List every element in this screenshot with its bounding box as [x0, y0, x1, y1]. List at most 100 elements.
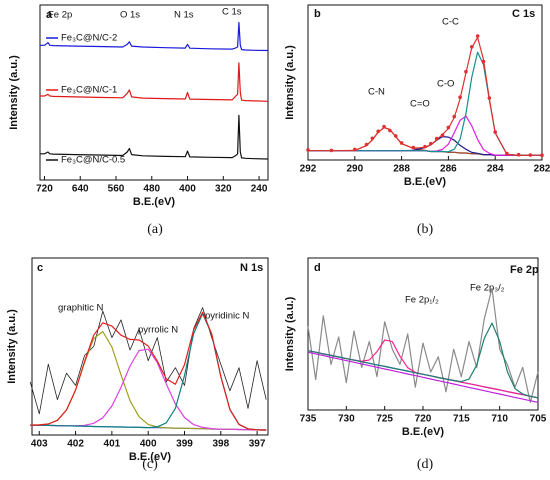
- data-point: [411, 145, 416, 150]
- annotation: graphitic N: [58, 303, 104, 314]
- data-point: [329, 148, 334, 153]
- x-tick-label: 288: [393, 164, 410, 175]
- series-line: [40, 62, 269, 102]
- data-point: [475, 34, 480, 38]
- x-tick-label: 399: [176, 439, 193, 450]
- panel-label: a: [46, 9, 53, 21]
- annotation: C=O: [410, 99, 430, 110]
- data-point: [487, 96, 492, 100]
- annotation: C-N: [368, 87, 385, 98]
- series-line: [308, 36, 542, 156]
- caption: (c): [142, 457, 158, 472]
- x-tick-label: 730: [338, 414, 355, 425]
- data-point: [470, 45, 474, 49]
- data-point: [353, 147, 357, 152]
- series-line: [308, 115, 542, 156]
- x-tick-label: 290: [346, 164, 363, 175]
- series-line: [29, 307, 267, 415]
- y-axis-label: Intensity (a.u.): [284, 296, 296, 371]
- x-tick-label: 735: [300, 414, 317, 425]
- x-tick-label: 284: [487, 164, 504, 175]
- x-tick-label: 480: [143, 184, 160, 195]
- x-axis-label: B.E.(eV): [133, 196, 176, 208]
- data-point: [505, 151, 509, 156]
- annotation: pyrrolic N: [138, 325, 178, 336]
- x-tick-label: 240: [251, 184, 268, 195]
- x-tick-label: 400: [140, 439, 157, 450]
- caption: (b): [417, 222, 434, 237]
- annotation: C 1s: [222, 7, 242, 18]
- data-point: [458, 95, 462, 100]
- x-tick-label: 640: [72, 184, 89, 195]
- panel-label: d: [314, 262, 321, 274]
- x-tick-label: 720: [36, 184, 53, 195]
- x-tick-label: 403: [31, 439, 48, 450]
- legend-label: Fe₃C@N/C-1: [61, 85, 117, 96]
- annotation: Fe 2p: [48, 10, 72, 21]
- plot-frame: [39, 4, 269, 181]
- data-point: [376, 129, 381, 134]
- series-line: [307, 287, 539, 403]
- x-tick-label: 398: [212, 439, 229, 450]
- caption: (a): [147, 222, 163, 237]
- data-point: [370, 136, 375, 141]
- plot-frame: [307, 4, 543, 161]
- plot-frame: [31, 257, 269, 436]
- x-tick-label: 705: [530, 414, 547, 425]
- x-tick-label: 560: [108, 184, 125, 195]
- series-line: [307, 351, 539, 403]
- x-tick-label: 282: [534, 164, 550, 175]
- annotation: C-O: [437, 79, 454, 90]
- series-line: [30, 311, 267, 431]
- x-tick-label: 725: [376, 414, 393, 425]
- annotation: N 1s: [174, 10, 194, 21]
- x-tick-label: 710: [491, 414, 508, 425]
- annotation: O 1s: [120, 10, 140, 21]
- data-point: [452, 114, 457, 119]
- y-axis-label: Intensity (a.u.): [284, 45, 296, 120]
- data-point: [540, 153, 544, 157]
- annotation: C-C: [442, 17, 459, 28]
- panel-label: b: [314, 8, 321, 20]
- x-tick-label: 720: [415, 414, 432, 425]
- panel-title: C 1s: [512, 8, 535, 20]
- y-axis-label: Intensity (a.u.): [6, 309, 18, 384]
- x-tick-label: 715: [453, 414, 470, 425]
- x-tick-label: 397: [249, 439, 266, 450]
- data-point: [399, 141, 404, 145]
- x-axis-label: B.E.(eV): [404, 176, 447, 188]
- data-point: [429, 141, 433, 146]
- x-tick-label: 286: [440, 164, 457, 175]
- series-line: [307, 339, 539, 399]
- series-line: [40, 21, 269, 52]
- caption: (d): [417, 457, 434, 472]
- data-point: [481, 59, 486, 64]
- data-point: [516, 152, 521, 157]
- data-point: [364, 142, 369, 147]
- plot-frame: [307, 257, 539, 411]
- x-axis-label: B.E.(eV): [402, 426, 445, 438]
- x-tick-label: 402: [67, 439, 84, 450]
- data-point: [446, 125, 451, 130]
- series-line: [40, 114, 269, 160]
- data-point: [440, 133, 445, 137]
- annotation: pyridinic N: [205, 311, 249, 322]
- panel-title: N 1s: [240, 262, 263, 274]
- y-axis-label: Intensity (a.u.): [8, 55, 20, 130]
- data-point: [464, 69, 468, 74]
- data-point: [393, 134, 398, 138]
- annotation: Fe 2p₃/₂: [470, 283, 505, 294]
- data-point: [434, 136, 439, 141]
- data-point: [493, 130, 498, 134]
- x-tick-label: 320: [215, 184, 232, 195]
- data-point: [382, 124, 386, 129]
- legend-label: Fe₃C@N/C-2: [61, 33, 117, 44]
- series-line: [307, 322, 539, 399]
- legend-label: Fe₃C@N/C-0.5: [61, 155, 125, 166]
- data-point: [388, 128, 392, 133]
- x-tick-label: 292: [300, 164, 317, 175]
- x-axis-label: B.E.(eV): [129, 451, 172, 463]
- x-tick-label: 400: [179, 184, 196, 195]
- x-tick-label: 401: [104, 439, 121, 450]
